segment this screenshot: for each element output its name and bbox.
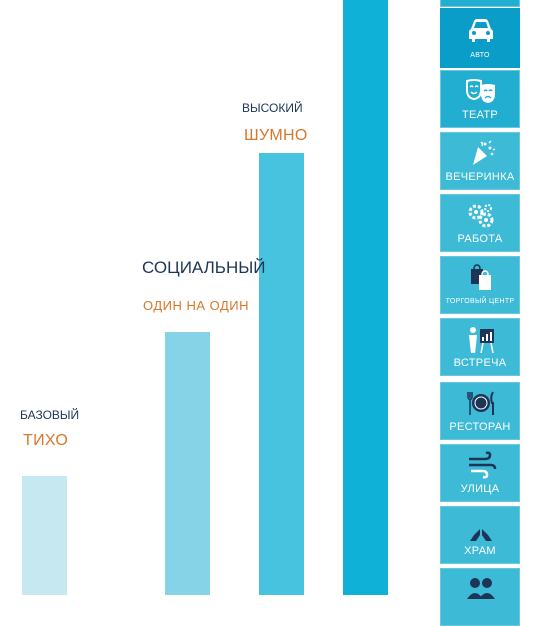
praying-hands-icon	[470, 515, 492, 541]
tile-mall[interactable]: ТОРГОВЫЙ ЦЕНТР	[440, 256, 520, 314]
tile-party[interactable]: ВЕЧЕРИНКА	[440, 132, 520, 190]
tile-work-label: РАБОТА	[457, 233, 503, 245]
tile-auto[interactable]: АВТО	[440, 8, 520, 68]
tile-meeting[interactable]: ВСТРЕЧА	[440, 318, 520, 376]
tile-street[interactable]: УЛИЦА	[440, 444, 520, 502]
tile-people[interactable]	[440, 568, 520, 626]
plate-cutlery-icon	[467, 391, 494, 415]
tile-partial-top[interactable]	[440, 0, 520, 7]
mode-label-quiet: ТИХО	[23, 432, 69, 449]
tile-temple[interactable]: ХРАМ	[440, 506, 520, 564]
tile-restaurant-label: РЕСТОРАН	[449, 421, 511, 433]
level-bar-social	[165, 332, 210, 595]
level-label-high: ВЫСОКИЙ	[242, 101, 303, 115]
people-icon	[467, 578, 495, 599]
tile-restaurant[interactable]: РЕСТОРАН	[440, 382, 520, 440]
tile-party-label: ВЕЧЕРИНКА	[445, 171, 515, 183]
mode-label-loud: ШУМНО	[244, 127, 308, 144]
tile-street-label: УЛИЦА	[460, 483, 500, 495]
gears-icon	[468, 204, 494, 228]
mode-label-one-on-one: ОДИН НА ОДИН	[143, 298, 250, 313]
level-label-basic: БАЗОВЫЙ	[20, 408, 80, 422]
level-bar-basic	[22, 476, 67, 595]
tile-work[interactable]: РАБОТА	[440, 194, 520, 252]
tile-theater-label: ТЕАТР	[461, 109, 499, 121]
presentation-icon	[469, 327, 494, 354]
tile-temple-label: ХРАМ	[464, 545, 496, 557]
tile-meeting-label: ВСТРЕЧА	[453, 357, 507, 369]
level-label-social: СОЦИАЛЬНЫЙ	[142, 258, 266, 277]
level-bar-max	[343, 0, 388, 595]
theater-masks-icon	[466, 79, 495, 103]
tile-auto-label: АВТО	[470, 52, 490, 59]
party-popper-icon	[473, 140, 496, 165]
tile-mall-label: ТОРГОВЫЙ ЦЕНТР	[445, 298, 515, 305]
tile-theater[interactable]: ТЕАТР	[440, 70, 520, 128]
level-bar-high	[259, 153, 304, 595]
shopping-bags-icon	[471, 264, 491, 290]
wind-icon	[469, 451, 497, 479]
car-icon	[469, 19, 493, 42]
